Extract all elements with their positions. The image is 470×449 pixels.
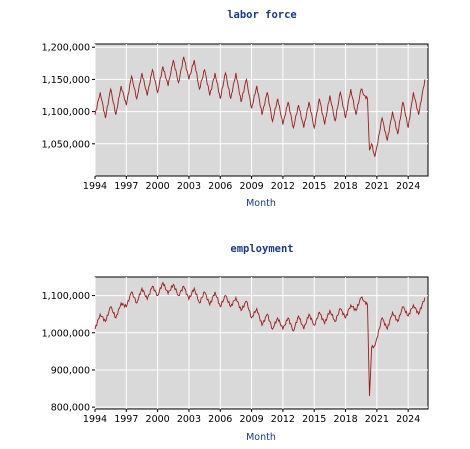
y-tick-label: 900,000 bbox=[51, 365, 90, 376]
x-tick-label: 2009 bbox=[239, 414, 263, 425]
plot-area bbox=[94, 276, 429, 410]
x-axis: 1994 1997 2000 2003 2006 2009 2012 2015 2018 2021… bbox=[83, 176, 420, 192]
x-tick-label: 1994 bbox=[83, 181, 107, 192]
x-tick-label: 2021 bbox=[365, 414, 389, 425]
series-line bbox=[94, 56, 426, 157]
x-tick-label: 2018 bbox=[333, 414, 357, 425]
x-tick-label: 1997 bbox=[114, 414, 138, 425]
y-tick-label: 1,200,000 bbox=[42, 43, 90, 54]
x-tick-label: 2006 bbox=[208, 181, 232, 192]
x-axis-label: Month bbox=[246, 198, 276, 209]
x-tick-label: 2000 bbox=[146, 181, 170, 192]
x-tick-label: 1997 bbox=[114, 181, 138, 192]
y-tick-label: 1,050,000 bbox=[42, 139, 90, 150]
grid-lines bbox=[94, 44, 428, 176]
x-tick-label: 2000 bbox=[146, 414, 170, 425]
x-tick-label: 2012 bbox=[271, 181, 295, 192]
chart-title: employment bbox=[230, 243, 293, 255]
x-axis-label: Month bbox=[246, 432, 276, 443]
x-tick-label: 2006 bbox=[208, 414, 232, 425]
chart-title: labor force bbox=[227, 9, 297, 21]
x-tick-label: 2012 bbox=[271, 414, 295, 425]
y-tick-label: 1,150,000 bbox=[42, 75, 90, 86]
x-tick-label: 2021 bbox=[365, 181, 389, 192]
x-axis: 1994 1997 2000 2003 2006 2009 2012 2015 2018 2021… bbox=[83, 409, 420, 425]
y-tick-label: 1,100,000 bbox=[42, 291, 90, 302]
x-tick-label: 2009 bbox=[239, 181, 263, 192]
x-tick-label: 2024 bbox=[396, 414, 420, 425]
labor-force-chart: labor force 1,050,0001,100,0001,150,0001… bbox=[42, 9, 429, 209]
x-tick-label: 2003 bbox=[177, 181, 201, 192]
x-tick-label: 2018 bbox=[333, 181, 357, 192]
y-tick-label: 1,000,000 bbox=[42, 328, 90, 339]
x-tick-label: 2015 bbox=[302, 414, 326, 425]
x-tick-label: 1994 bbox=[83, 414, 107, 425]
y-axis: 800,000 900,000 1,000,000 1,100,000 bbox=[42, 291, 95, 414]
x-tick-label: 2003 bbox=[177, 414, 201, 425]
y-axis: 1,050,000 1,100,000 1,150,000 1,200,000 bbox=[42, 43, 95, 150]
employment-chart: employment 800,000 900,000 1,000,000 1,100,… bbox=[42, 243, 429, 443]
y-tick-label: 1,100,000 bbox=[42, 107, 90, 118]
y-tick-label: 800,000 bbox=[51, 403, 90, 414]
x-tick-label: 2015 bbox=[302, 181, 326, 192]
series-line bbox=[94, 281, 426, 397]
grid-lines bbox=[94, 277, 428, 409]
x-tick-label: 2024 bbox=[396, 181, 420, 192]
